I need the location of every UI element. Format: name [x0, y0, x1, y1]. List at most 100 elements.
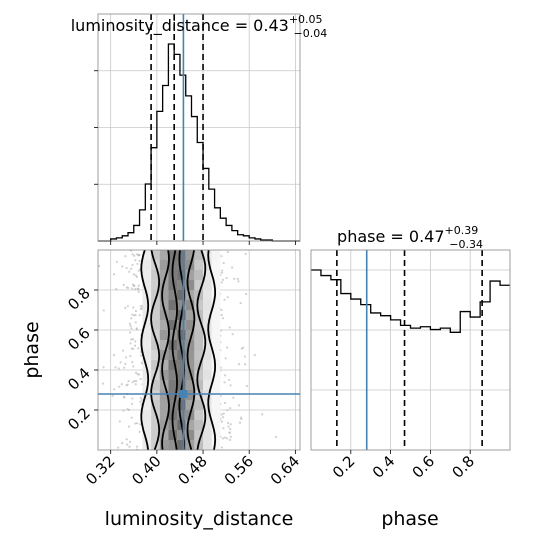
density-cell — [142, 330, 152, 340]
density-cell — [177, 250, 186, 260]
density-cell — [185, 340, 195, 350]
density-cell — [185, 360, 195, 370]
density-cell — [211, 250, 221, 260]
scatter-point — [112, 273, 116, 276]
scatter-point — [245, 292, 248, 296]
scatter-point — [229, 423, 232, 426]
scatter-point — [136, 422, 139, 425]
scatter-point — [221, 416, 225, 419]
density-cell — [194, 380, 204, 390]
contour-frame — [97, 249, 301, 451]
scatter-point — [138, 314, 141, 317]
density-cell — [159, 430, 169, 440]
scatter-point — [88, 432, 90, 434]
density-cell — [185, 380, 195, 390]
density-cell — [211, 400, 221, 410]
scatter-point — [123, 366, 126, 369]
contour-y-tick-label: 0.4 — [64, 364, 94, 394]
scatter-point — [134, 321, 137, 324]
density-cell — [194, 410, 204, 420]
density-cell — [203, 280, 212, 290]
scatter-point — [231, 266, 234, 269]
scatter-point — [220, 446, 224, 449]
scatter-point — [226, 437, 229, 440]
density-cell — [159, 410, 169, 420]
contour-panel: 0.32 0.40 0.48 0.56 0.64 0.2 0.4 0.6 0.8 — [64, 249, 303, 488]
scatter-point — [231, 333, 234, 336]
scatter-point — [237, 404, 241, 407]
density-cell — [177, 280, 186, 290]
density-cell — [203, 390, 212, 400]
scatter-point — [121, 349, 125, 352]
density-cell — [177, 320, 186, 330]
scatter-point — [124, 254, 127, 258]
scatter-point — [131, 397, 134, 400]
density-cell — [211, 370, 221, 380]
density-cell — [159, 420, 169, 430]
scatter-point — [132, 306, 135, 309]
hist-luminosity-distance-ticks — [94, 70, 296, 245]
density-cell — [159, 320, 169, 330]
scatter-point — [123, 396, 126, 399]
scatter-point — [128, 270, 131, 273]
scatter-point — [223, 401, 227, 405]
hist-ph-x-tick-label: 0.8 — [448, 452, 478, 482]
scatter-point — [220, 420, 224, 423]
density-cell — [177, 330, 186, 340]
density-cell — [185, 370, 195, 380]
density-cell — [211, 310, 221, 320]
hist-luminosity-distance-panel: luminosity_distance = 0.43+0.05 −0.04 — [71, 13, 327, 245]
density-cell — [203, 290, 212, 300]
scatter-point — [226, 346, 229, 349]
density-cell — [159, 340, 169, 350]
scatter-point — [137, 269, 140, 272]
density-cell — [151, 340, 160, 350]
density-cell — [185, 250, 195, 260]
scatter-point — [129, 342, 132, 345]
scatter-point — [229, 438, 232, 441]
scatter-point — [140, 398, 143, 401]
scatter-point — [221, 269, 224, 272]
contour-x-tick-label: 0.64 — [267, 452, 303, 488]
scatter-point — [135, 445, 139, 448]
contour-line — [196, 250, 207, 450]
density-cell — [194, 330, 204, 340]
scatter-point — [112, 353, 116, 357]
density-cell — [203, 300, 212, 310]
density-cell — [151, 330, 160, 340]
scatter-point — [126, 407, 129, 411]
scatter-point — [134, 313, 137, 317]
density-cell — [142, 300, 152, 310]
scatter-point — [221, 317, 225, 320]
scatter-point — [131, 381, 134, 384]
scatter-point — [261, 413, 264, 416]
density-cell — [194, 260, 204, 270]
scatter-point — [130, 317, 133, 320]
scatter-point — [128, 445, 131, 448]
density-cell — [211, 410, 221, 420]
scatter-point — [237, 363, 241, 366]
scatter-point — [113, 388, 116, 391]
density-cell — [159, 360, 169, 370]
scatter-point — [115, 260, 119, 263]
scatter-point — [130, 327, 133, 330]
scatter-point — [130, 402, 134, 405]
density-cell — [142, 380, 152, 390]
density-cell — [151, 420, 160, 430]
scatter-point — [133, 344, 137, 347]
density-cell — [203, 430, 212, 440]
scatter-point — [134, 288, 137, 291]
scatter-point — [222, 427, 225, 430]
scatter-point — [121, 442, 124, 445]
density-cell — [194, 300, 204, 310]
scatter-point — [125, 384, 128, 387]
density-cell — [168, 300, 178, 310]
density-cell — [211, 330, 221, 340]
density-cell — [151, 390, 160, 400]
scatter-point — [131, 313, 134, 316]
density-cell — [185, 280, 195, 290]
scatter-point — [220, 281, 223, 284]
scatter-point — [117, 367, 120, 370]
contour-x-tick-label: 0.40 — [128, 452, 164, 488]
scatter-point — [132, 347, 135, 350]
